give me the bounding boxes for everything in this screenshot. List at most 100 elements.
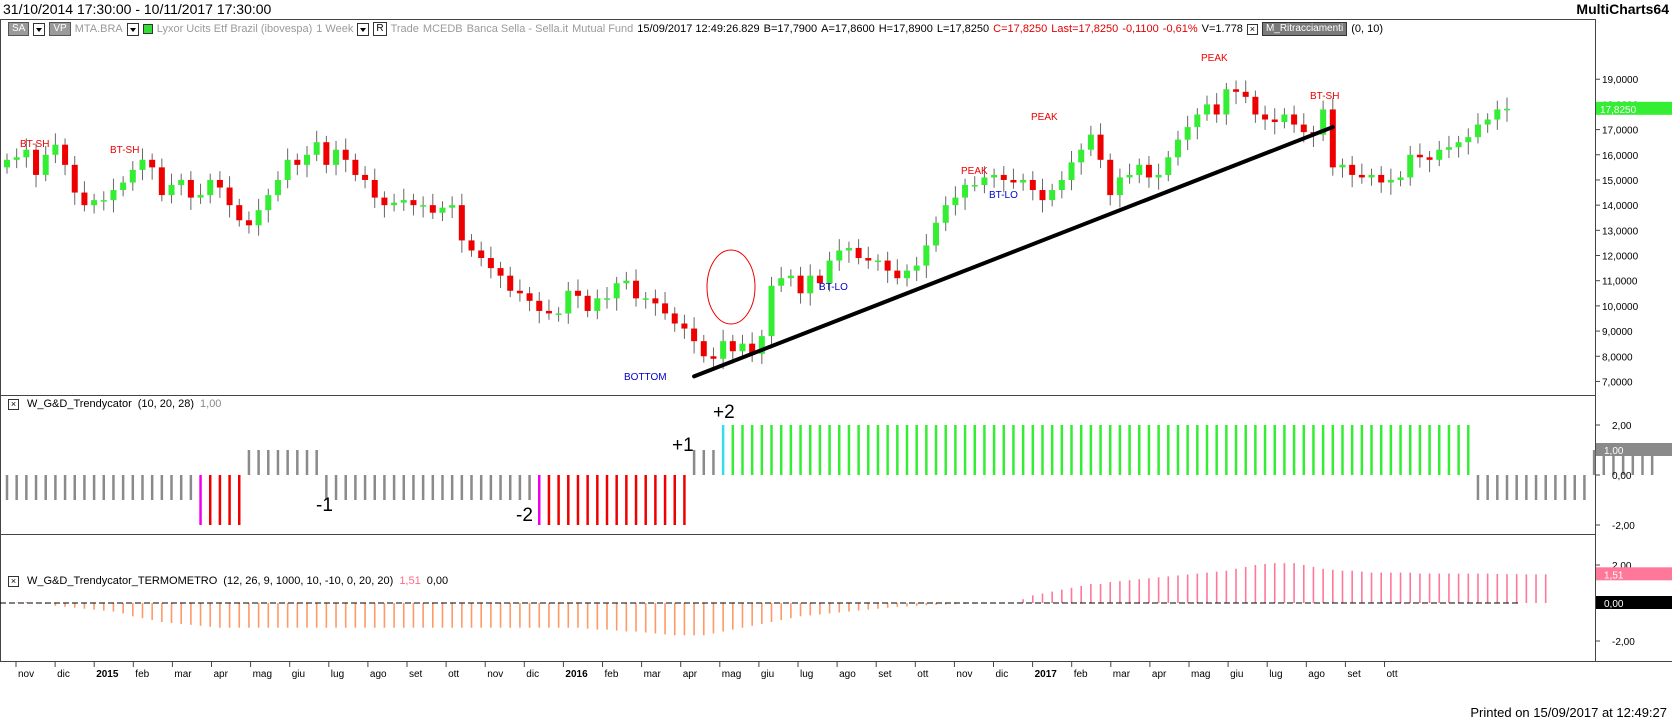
trendycator-bars: [5, 425, 1654, 525]
candle-body: [816, 275, 823, 284]
close-indicator-icon[interactable]: ×: [8, 398, 19, 410]
candle-body: [168, 185, 175, 196]
candle-body: [691, 328, 698, 342]
candle-body: [516, 290, 523, 294]
candle-body: [971, 185, 978, 187]
sa-button[interactable]: SA: [8, 22, 30, 36]
thermo-tick-label: -2,00: [1612, 637, 1635, 648]
axes-layer: 19,000018,000017,000016,000015,000014,00…: [15, 75, 1672, 680]
price-tick-label: 7,0000: [1602, 377, 1633, 388]
candle-body: [739, 343, 746, 352]
close-thermo-icon[interactable]: ×: [8, 575, 19, 587]
candle-body: [1087, 134, 1094, 150]
candle-body: [420, 205, 427, 207]
candle-body: [1271, 119, 1278, 123]
study-name-badge[interactable]: M_Ritracciamenti: [1261, 22, 1348, 36]
time-tick-label: apr: [683, 669, 698, 680]
candle-body: [449, 205, 456, 208]
candle-body: [458, 205, 465, 241]
candle-body: [33, 149, 40, 175]
high-value: H=17,8900: [878, 23, 933, 35]
candle-body: [604, 298, 610, 300]
panel2-name: W_G&D_Trendycator: [27, 398, 132, 410]
candle-body: [720, 341, 727, 359]
candle-body: [1474, 124, 1481, 138]
time-tick-label: ago: [370, 669, 387, 680]
chart-window[interactable]: 19,000018,000017,000016,000015,000014,00…: [0, 19, 1672, 705]
bid-value: B=17,7900: [763, 23, 818, 35]
annot-bottom: BOTTOM: [624, 372, 667, 383]
close-study-icon[interactable]: ×: [1246, 23, 1258, 35]
candle-body: [13, 157, 20, 160]
candle-body: [497, 268, 504, 276]
time-tick-label: nov: [956, 669, 972, 680]
timeframe-dropdown-icon[interactable]: [357, 22, 370, 36]
candle-body: [1281, 114, 1288, 123]
candle-body: [1233, 89, 1240, 92]
candle-body: [545, 310, 552, 314]
time-tick-label: feb: [1074, 669, 1088, 680]
time-tick-label: ott: [917, 669, 928, 680]
candle-body: [381, 197, 388, 206]
time-tick-label: dic: [526, 669, 539, 680]
candle-body: [1416, 154, 1423, 158]
candle-body: [758, 336, 765, 354]
symbol-dropdown-icon[interactable]: [126, 22, 139, 36]
candle-body: [1465, 137, 1472, 143]
candle-body: [1320, 109, 1327, 135]
candle-body: [245, 220, 252, 226]
time-tick-label: nov: [18, 669, 34, 680]
annot-bt-sh-3: BT-SH: [1310, 91, 1339, 102]
indicator-tick-label: -2,00: [1612, 521, 1635, 532]
symbol-label: MTA.BRA: [74, 23, 123, 35]
time-tick-label: set: [878, 669, 892, 680]
last-price-label: 17,8250: [1600, 105, 1637, 116]
candle-body: [807, 275, 814, 294]
candle-body: [981, 177, 988, 185]
highlight-ellipse: [706, 249, 756, 325]
candle-body: [362, 174, 369, 180]
vp-button[interactable]: VP: [49, 22, 71, 36]
candle-body: [23, 149, 30, 158]
annot-minus1: -1: [316, 495, 333, 516]
r-button[interactable]: R: [373, 22, 387, 36]
candle-body: [836, 250, 843, 261]
candle-body: [623, 280, 630, 284]
price-tick-label: 16,0000: [1602, 151, 1639, 162]
chart-canvas[interactable]: 19,000018,000017,000016,000015,000014,00…: [0, 19, 1672, 705]
time-tick-label: ott: [448, 669, 459, 680]
candle-body: [1165, 157, 1172, 175]
candle-body: [671, 313, 678, 324]
time-tick-label: apr: [1152, 669, 1167, 680]
candle-body: [1349, 164, 1356, 175]
time-tick-label: mag: [253, 669, 272, 680]
price-tick-label: 14,0000: [1602, 201, 1639, 212]
candle-body: [962, 185, 969, 198]
candle-body: [1242, 91, 1249, 97]
annot-plus2: +2: [713, 402, 735, 423]
candle-body: [323, 142, 330, 165]
candle-body: [400, 200, 407, 203]
candle-body: [1000, 174, 1007, 180]
candle-body: [71, 164, 78, 193]
thermo-panel-border: [0, 534, 1596, 662]
change-pct-value: -0,61%: [1162, 23, 1198, 35]
candle-body: [633, 280, 640, 299]
price-candles: [4, 80, 1510, 370]
price-tick-label: 19,0000: [1602, 75, 1639, 86]
series-color-swatch[interactable]: [142, 24, 153, 34]
candle-body: [855, 247, 862, 259]
trendline-layer: [692, 125, 1335, 379]
price-tick-label: 13,0000: [1602, 226, 1639, 237]
time-tick-label: giu: [761, 669, 774, 680]
panel3-label: × W_G&D_Trendycator_TERMOMETRO (12, 26, …: [8, 574, 448, 588]
candle-body: [642, 298, 649, 300]
annot-bt-lo-1: BT-LO: [819, 282, 848, 293]
candle-body: [110, 190, 117, 201]
candle-body: [62, 144, 69, 165]
sa-dropdown-icon[interactable]: [33, 22, 46, 36]
candle-body: [526, 293, 533, 301]
candle-body: [1097, 134, 1104, 160]
candle-body: [1049, 190, 1056, 201]
candle-body: [1300, 124, 1307, 133]
